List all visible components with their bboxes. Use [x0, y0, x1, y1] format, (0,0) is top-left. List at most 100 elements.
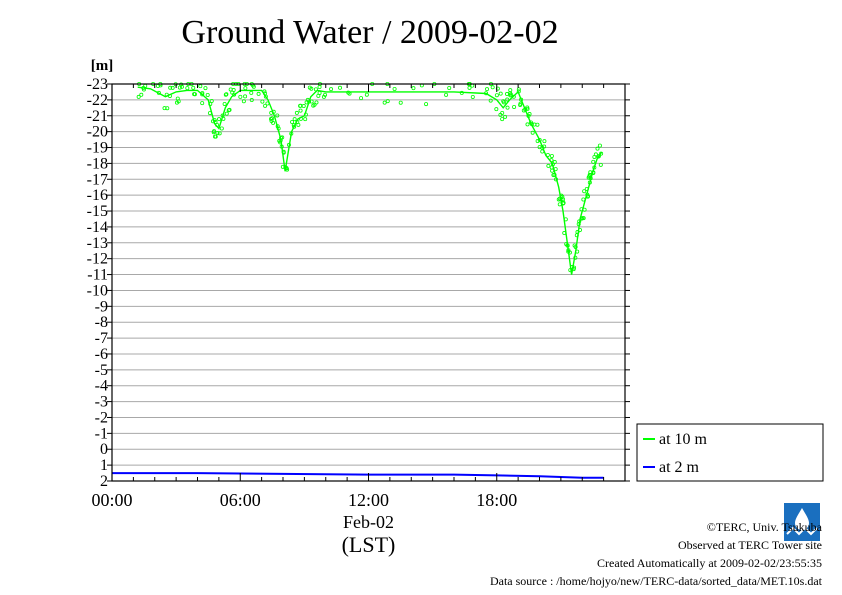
data-point: [243, 86, 248, 91]
series-line-0: [137, 86, 603, 275]
legend-label: at 2 m: [659, 459, 700, 476]
data-point: [498, 91, 503, 96]
data-point: [263, 103, 268, 108]
data-point: [503, 114, 508, 119]
y-tick-label: -4: [95, 378, 108, 395]
data-point: [591, 159, 596, 164]
data-point: [179, 84, 184, 89]
data-point: [309, 99, 314, 104]
data-point: [470, 94, 475, 99]
data-point: [143, 83, 148, 88]
data-point: [209, 98, 214, 103]
data-point: [542, 139, 547, 144]
data-point: [500, 117, 505, 122]
data-point: [314, 100, 319, 105]
data-point: [303, 117, 308, 122]
plot-frame: [111, 83, 626, 482]
y-tick-label: -10: [87, 282, 108, 299]
data-point: [270, 116, 275, 121]
legend-label: at 10 m: [659, 431, 708, 448]
data-point: [312, 102, 317, 107]
page-title: Ground Water / 2009-02-02: [181, 14, 559, 51]
data-point: [185, 86, 190, 91]
data-point: [398, 100, 403, 105]
data-point: [530, 130, 535, 135]
x-tick-label: 18:00: [476, 490, 517, 510]
data-point: [217, 131, 222, 136]
data-point: [516, 87, 521, 92]
axes: -23-22-21-20-19-18-17-16-15-14-13-12-11-…: [87, 58, 630, 557]
data-point: [219, 126, 224, 131]
data-point: [485, 87, 490, 92]
data-point: [593, 152, 598, 157]
data-point: [290, 120, 295, 125]
data-point: [241, 99, 246, 104]
data-point: [424, 102, 429, 107]
data-point: [582, 189, 587, 194]
data-point: [494, 107, 499, 112]
terc-logo: [784, 503, 820, 541]
data-point: [597, 143, 602, 148]
grid-lines: [112, 83, 625, 482]
x-tick-label: 12:00: [348, 490, 389, 510]
data-point: [176, 99, 181, 104]
data-point: [168, 85, 173, 90]
y-tick-label: -22: [87, 92, 108, 109]
series-lines: [112, 86, 604, 479]
footer-copyright: ©TERC, Univ. Tsukuba: [706, 520, 822, 534]
data-point: [192, 92, 197, 97]
data-point: [392, 86, 397, 91]
y-tick-label: -1: [95, 425, 108, 442]
data-point: [495, 86, 500, 91]
y-axis-label: [m]: [91, 58, 114, 74]
y-tick-label: -2: [95, 409, 108, 426]
data-point: [501, 100, 506, 105]
x-tick-label: 06:00: [220, 490, 261, 510]
data-point: [249, 98, 254, 103]
data-point: [269, 118, 274, 123]
data-point: [364, 92, 369, 97]
x-date-label: Feb-02: [343, 512, 394, 532]
data-point: [411, 86, 416, 91]
data-point: [382, 100, 387, 105]
y-tick-label: 1: [100, 457, 108, 474]
data-point: [505, 97, 510, 102]
data-point: [346, 90, 351, 95]
data-point: [217, 117, 222, 122]
data-point: [598, 162, 603, 167]
y-tick-label: 0: [100, 441, 108, 458]
y-tick-label: -19: [87, 140, 108, 157]
data-point: [488, 98, 493, 103]
data-point: [490, 85, 495, 90]
y-tick-label: -18: [87, 155, 108, 172]
data-point: [249, 90, 254, 95]
data-point: [298, 103, 303, 108]
footer-created: Created Automatically at 2009-02-02/23:5…: [597, 556, 822, 570]
x-axis-label: (LST): [342, 532, 396, 557]
data-point: [256, 91, 261, 96]
data-point: [444, 92, 449, 97]
data-point: [467, 85, 472, 90]
data-point: [238, 94, 243, 99]
data-point: [505, 105, 510, 110]
y-tick-label: -21: [87, 108, 108, 125]
y-tick-label: -23: [87, 76, 108, 93]
data-point: [224, 111, 229, 116]
data-point: [316, 93, 321, 98]
data-point: [532, 122, 537, 127]
scatter-points: [136, 82, 604, 273]
data-point: [200, 101, 205, 106]
data-point: [549, 153, 554, 158]
y-tick-label: 2: [100, 473, 108, 490]
data-point: [139, 92, 144, 97]
data-point: [359, 96, 364, 101]
data-point: [301, 104, 306, 109]
data-point: [222, 101, 227, 106]
y-tick-label: -14: [87, 219, 108, 236]
data-point: [546, 163, 551, 168]
legend-box: [636, 423, 824, 482]
data-point: [223, 92, 228, 97]
y-tick-label: -6: [95, 346, 108, 363]
data-point: [226, 108, 231, 113]
